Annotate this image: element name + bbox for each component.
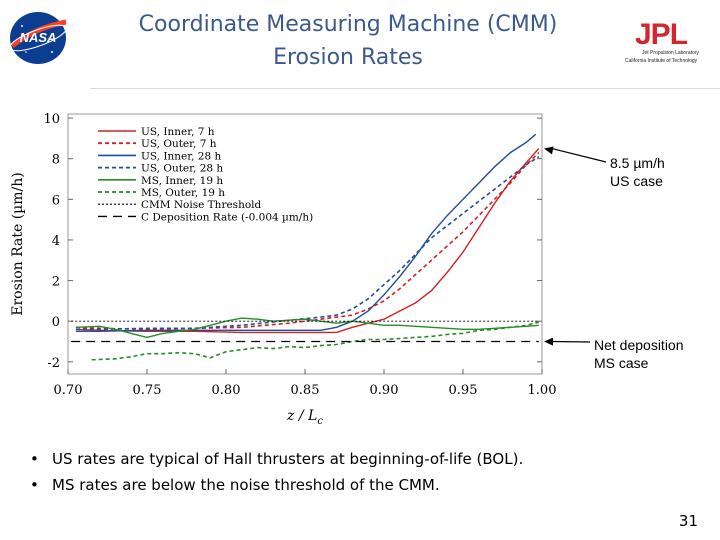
title-line-2: Erosion Rates — [273, 45, 423, 70]
nasa-logo: NASA — [4, 8, 72, 66]
series-line — [75, 148, 540, 334]
header-divider — [90, 88, 720, 89]
slide-title: Coordinate Measuring Machine (CMM) Erosi… — [100, 8, 596, 74]
series-lines — [71, 133, 540, 361]
annotation-arrow-line — [551, 147, 607, 163]
jpl-logo-subtitle-2: California Institute of Technology — [625, 58, 698, 64]
annotation-arrowhead — [544, 146, 554, 155]
bullet-text: US rates are typical of Hall thrusters a… — [52, 450, 524, 468]
jpl-logo-subtitle-1: Jet Propulsion Laboratory — [642, 50, 699, 56]
x-tick-label: 1.00 — [528, 383, 557, 398]
series-line — [75, 317, 539, 339]
x-axis-label: z / Lc — [286, 408, 323, 426]
legend-label: US, Outer, 28 h — [141, 163, 223, 175]
x-tick-label: 0.70 — [54, 383, 83, 398]
bullet-symbol: • — [30, 450, 39, 468]
annotation-arrow-line — [551, 340, 591, 343]
y-tick-label: 0 — [52, 315, 60, 330]
y-tick-label: 2 — [52, 275, 60, 290]
y-axis-label: Erosion Rate (µm/h) — [10, 172, 26, 316]
annotation-arrowhead — [544, 337, 554, 346]
erosion-rate-chart: 10 8 6 4 2 0 -2 0.70 0.75 0.80 0.85 0.90 0.95 1.00 U… — [10, 112, 607, 426]
bullet-symbol: • — [30, 476, 39, 494]
callout-ms-line-1: Net deposition — [594, 337, 684, 353]
jpl-logo-text: JPL — [635, 18, 688, 51]
y-tick-label: 10 — [43, 112, 60, 127]
callout-us-line-1: 8.5 µm/h — [610, 155, 665, 171]
legend-label: US, Inner, 7 h — [141, 126, 215, 138]
jpl-logo: JPL Jet Propulsion Laboratory California… — [610, 18, 720, 68]
callout-us-case: 8.5 µm/h US case — [610, 154, 665, 190]
page-number: 31 — [678, 512, 698, 530]
callout-ms-case: Net deposition MS case — [594, 336, 684, 372]
x-axis-label-main: z / L — [286, 408, 317, 424]
legend-label: MS, Inner, 19 h — [141, 175, 223, 187]
x-tick-labels: 0.70 0.75 0.80 0.85 0.90 0.95 1.00 — [54, 383, 557, 398]
bullet-item: • US rates are typical of Hall thrusters … — [30, 446, 523, 472]
grid-lines — [67, 117, 543, 374]
legend: US, Inner, 7 hUS, Outer, 7 hUS, Inner, 2… — [94, 123, 318, 227]
legend-box — [94, 123, 318, 227]
bullet-list: • US rates are typical of Hall thrusters … — [30, 446, 523, 498]
bullet-text: MS rates are below the noise threshold o… — [52, 476, 440, 494]
y-tick-label: 4 — [52, 234, 60, 249]
legend-label: US, Outer, 7 h — [141, 138, 217, 150]
legend-label: C Deposition Rate (-0.004 µm/h) — [141, 211, 313, 223]
bullet-item: • MS rates are below the noise threshold … — [30, 472, 523, 498]
x-tick-label: 0.95 — [449, 383, 478, 398]
title-line-1: Coordinate Measuring Machine (CMM) — [138, 12, 558, 37]
annotation-arrows — [544, 146, 607, 346]
legend-label: US, Inner, 28 h — [141, 150, 221, 162]
x-tick-label: 0.75 — [133, 383, 162, 398]
x-axis-label-subscript: c — [317, 416, 323, 426]
y-tick-label: 8 — [52, 153, 60, 168]
y-tick-labels: 10 8 6 4 2 0 -2 — [43, 112, 60, 371]
y-tick-label: -2 — [47, 356, 60, 371]
x-tick-label: 0.85 — [291, 383, 320, 398]
series-line — [75, 156, 540, 331]
series-line — [75, 133, 537, 332]
legend-label: MS, Outer, 19 h — [141, 187, 225, 199]
legend-label: CMM Noise Threshold — [141, 199, 262, 211]
x-tick-label: 0.80 — [212, 383, 241, 398]
x-tick-label: 0.90 — [370, 383, 399, 398]
callout-ms-line-2: MS case — [594, 355, 649, 371]
callout-us-line-2: US case — [610, 173, 663, 189]
series-line — [91, 321, 539, 361]
nasa-logo-text: NASA — [20, 30, 57, 45]
y-tick-label: 6 — [52, 193, 60, 208]
